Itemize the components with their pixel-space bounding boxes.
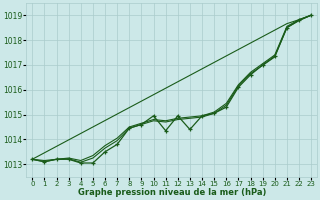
X-axis label: Graphe pression niveau de la mer (hPa): Graphe pression niveau de la mer (hPa) <box>77 188 266 197</box>
